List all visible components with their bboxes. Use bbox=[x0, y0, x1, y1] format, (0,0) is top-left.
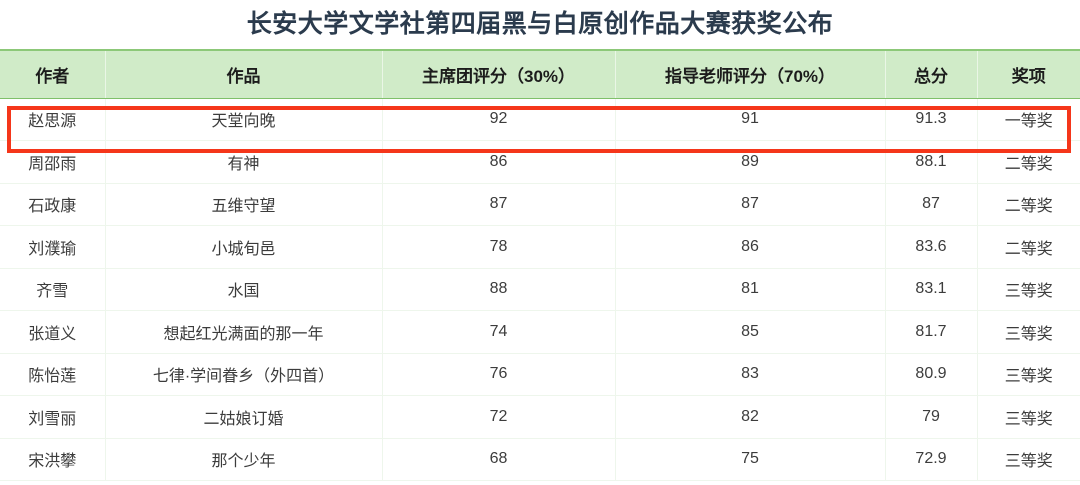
table-row: 刘濮瑜 小城旬邑 78 86 83.6 二等奖 bbox=[0, 225, 1080, 269]
cell-total: 72.9 bbox=[884, 438, 978, 481]
table-row: 齐雪 水国 88 81 83.1 三等奖 bbox=[0, 268, 1080, 311]
cell-total: 79 bbox=[884, 395, 978, 439]
cell-work: 七律·学间眷乡（外四首） bbox=[104, 353, 383, 396]
cell-prize: 二等奖 bbox=[976, 183, 1080, 226]
cell-author: 刘雪丽 bbox=[0, 395, 106, 439]
cell-total: 87 bbox=[884, 183, 978, 226]
cell-teacher: 86 bbox=[614, 225, 886, 269]
cell-prize: 二等奖 bbox=[976, 225, 1080, 269]
cell-teacher: 89 bbox=[614, 140, 886, 184]
cell-author: 齐雪 bbox=[0, 268, 106, 311]
column-header-chair: 主席团评分（30%） bbox=[381, 49, 616, 99]
table-header: 作者 作品 主席团评分（30%） 指导老师评分（70%） 总分 奖项 bbox=[0, 49, 1080, 99]
cell-chair: 72 bbox=[381, 395, 616, 439]
table-body: 赵思源 天堂向晚 92 91 91.3 一等奖 周邵雨 有神 86 89 88.… bbox=[0, 98, 1080, 481]
cell-author: 赵思源 bbox=[0, 98, 106, 141]
cell-teacher: 87 bbox=[614, 183, 886, 226]
cell-work: 水国 bbox=[104, 268, 383, 311]
cell-total: 81.7 bbox=[884, 310, 978, 354]
cell-prize: 三等奖 bbox=[976, 438, 1080, 481]
cell-teacher: 83 bbox=[614, 353, 886, 396]
cell-work: 有神 bbox=[104, 140, 383, 184]
table-row: 陈怡莲 七律·学间眷乡（外四首） 76 83 80.9 三等奖 bbox=[0, 353, 1080, 396]
cell-author: 周邵雨 bbox=[0, 140, 106, 184]
cell-author: 刘濮瑜 bbox=[0, 225, 106, 269]
column-header-teacher: 指导老师评分（70%） bbox=[614, 49, 886, 99]
cell-teacher: 75 bbox=[614, 438, 886, 481]
cell-total: 83.1 bbox=[884, 268, 978, 311]
cell-prize: 三等奖 bbox=[976, 310, 1080, 354]
cell-chair: 87 bbox=[381, 183, 616, 226]
cell-author: 张道义 bbox=[0, 310, 106, 354]
table-row: 宋洪攀 那个少年 68 75 72.9 三等奖 bbox=[0, 438, 1080, 481]
cell-author: 陈怡莲 bbox=[0, 353, 106, 396]
cell-prize: 三等奖 bbox=[976, 353, 1080, 396]
cell-teacher: 85 bbox=[614, 310, 886, 354]
cell-total: 88.1 bbox=[884, 140, 978, 184]
cell-chair: 68 bbox=[381, 438, 616, 481]
table-row: 赵思源 天堂向晚 92 91 91.3 一等奖 bbox=[0, 98, 1080, 141]
cell-teacher: 91 bbox=[614, 98, 886, 141]
column-header-author: 作者 bbox=[0, 49, 106, 99]
cell-work: 五维守望 bbox=[104, 183, 383, 226]
cell-teacher: 81 bbox=[614, 268, 886, 311]
cell-chair: 92 bbox=[381, 98, 616, 141]
award-results-table: 作者 作品 主席团评分（30%） 指导老师评分（70%） 总分 奖项 赵思源 天… bbox=[0, 49, 1080, 481]
cell-author: 石政康 bbox=[0, 183, 106, 226]
cell-chair: 86 bbox=[381, 140, 616, 184]
table-row: 周邵雨 有神 86 89 88.1 二等奖 bbox=[0, 140, 1080, 184]
cell-total: 91.3 bbox=[884, 98, 978, 141]
table-row: 刘雪丽 二姑娘订婚 72 82 79 三等奖 bbox=[0, 395, 1080, 439]
cell-work: 小城旬邑 bbox=[104, 225, 383, 269]
cell-chair: 74 bbox=[381, 310, 616, 354]
column-header-prize: 奖项 bbox=[976, 49, 1080, 99]
cell-total: 83.6 bbox=[884, 225, 978, 269]
cell-author: 宋洪攀 bbox=[0, 438, 106, 481]
column-header-total: 总分 bbox=[884, 49, 978, 99]
cell-prize: 一等奖 bbox=[976, 98, 1080, 141]
table-row: 张道义 想起红光满面的那一年 74 85 81.7 三等奖 bbox=[0, 310, 1080, 354]
cell-prize: 三等奖 bbox=[976, 395, 1080, 439]
cell-work: 二姑娘订婚 bbox=[104, 395, 383, 439]
cell-work: 天堂向晚 bbox=[104, 98, 383, 141]
cell-work: 想起红光满面的那一年 bbox=[104, 310, 383, 354]
cell-prize: 二等奖 bbox=[976, 140, 1080, 184]
cell-chair: 76 bbox=[381, 353, 616, 396]
cell-chair: 88 bbox=[381, 268, 616, 311]
cell-teacher: 82 bbox=[614, 395, 886, 439]
table-header-row: 作者 作品 主席团评分（30%） 指导老师评分（70%） 总分 奖项 bbox=[0, 49, 1080, 99]
cell-work: 那个少年 bbox=[104, 438, 383, 481]
cell-total: 80.9 bbox=[884, 353, 978, 396]
page-title: 长安大学文学社第四届黑与白原创作品大赛获奖公布 bbox=[246, 10, 834, 38]
table-row: 石政康 五维守望 87 87 87 二等奖 bbox=[0, 183, 1080, 226]
cell-prize: 三等奖 bbox=[976, 268, 1080, 311]
column-header-work: 作品 bbox=[104, 49, 383, 99]
cell-chair: 78 bbox=[381, 225, 616, 269]
